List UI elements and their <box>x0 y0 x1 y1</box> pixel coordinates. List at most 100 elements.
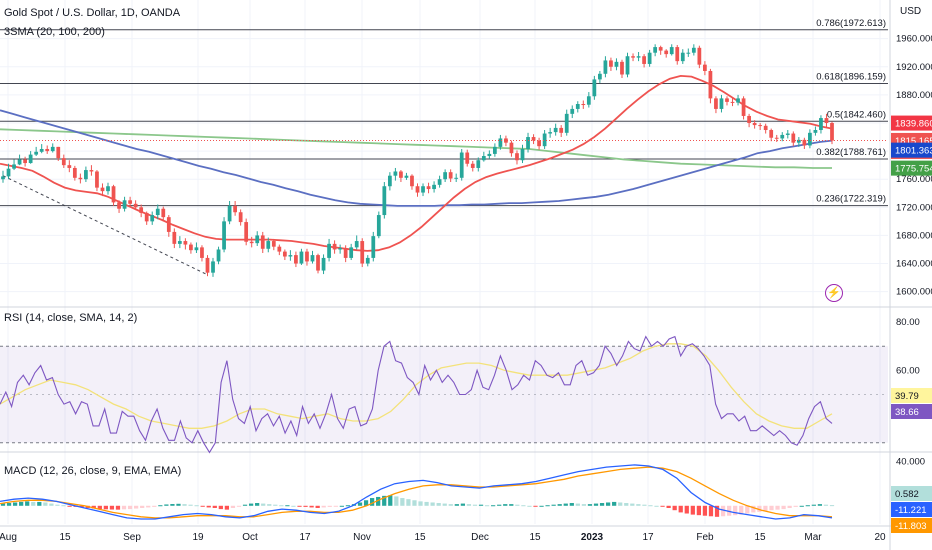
macd-histogram-bar <box>297 505 302 507</box>
candle-body <box>310 255 315 262</box>
rsi-legend[interactable]: RSI (14, close, SMA, 14, 2) <box>4 312 138 324</box>
macd-histogram-bar <box>127 505 133 510</box>
macd-histogram-bar <box>442 503 447 506</box>
candle-body <box>238 212 243 223</box>
candle-body <box>343 248 348 258</box>
time-axis-tick: Dec <box>471 532 489 543</box>
candle-body <box>316 255 320 271</box>
macd-histogram-bar <box>285 505 290 507</box>
macd-histogram-bar <box>321 505 326 508</box>
price-axis-tick: 1640.000 <box>896 259 932 270</box>
currency-label[interactable]: USD <box>900 6 922 17</box>
macd-histogram-bar <box>630 503 635 506</box>
macd-histogram-bar <box>793 505 798 507</box>
rsi-ma-line <box>0 343 833 429</box>
lightning-bolt-icon[interactable]: ⚡ <box>825 284 843 302</box>
candle-body <box>23 159 27 164</box>
price-tag <box>891 142 932 158</box>
macd-histogram-bar <box>261 503 266 506</box>
macd-histogram-bar <box>255 503 260 506</box>
candle-body <box>382 186 387 216</box>
candle-body <box>227 205 232 222</box>
macd-histogram-bar <box>636 504 641 506</box>
macd-histogram-bar <box>12 502 18 506</box>
candle-body <box>183 241 188 245</box>
candle-body <box>421 186 425 193</box>
macd-histogram-bar <box>497 504 502 506</box>
macd-histogram-bar <box>134 505 139 509</box>
candle-body <box>714 98 718 109</box>
candle-body <box>376 215 381 237</box>
candle-body <box>575 104 580 109</box>
candle-body <box>697 47 702 65</box>
candle-body <box>150 215 155 222</box>
candle-body <box>454 177 459 179</box>
candle-body <box>769 130 774 138</box>
macd-histogram-bar <box>460 503 466 506</box>
candle-body <box>509 142 514 154</box>
candle-body <box>371 236 376 258</box>
macd-histogram-bar <box>406 499 411 506</box>
macd-histogram-bar <box>581 504 587 506</box>
sma100-line <box>0 109 833 207</box>
macd-histogram-bar <box>382 495 387 506</box>
sma-legend[interactable]: 3SMA (20, 100, 200) <box>4 26 105 38</box>
candle-body <box>17 159 22 165</box>
macd-value-tag <box>891 486 932 501</box>
candle-body <box>642 56 646 64</box>
candle-body <box>492 146 497 154</box>
candle-body <box>796 139 801 143</box>
macd-value-text: -11.803 <box>895 521 927 532</box>
macd-histogram-bar <box>25 501 30 506</box>
candle-body <box>360 241 365 264</box>
macd-histogram-bar <box>0 503 6 506</box>
macd-histogram-bar <box>769 505 774 511</box>
macd-histogram-bar <box>430 502 435 506</box>
candle-body <box>122 200 127 209</box>
macd-histogram-bar <box>727 505 732 516</box>
macd-histogram-bar <box>515 504 520 506</box>
macd-histogram-bar <box>563 503 568 506</box>
candle-body <box>785 133 790 135</box>
time-axis-tick: Nov <box>353 532 371 543</box>
macd-histogram-bar <box>188 504 193 506</box>
candle-body <box>592 79 597 97</box>
candle-body <box>39 148 44 152</box>
candle-body <box>537 140 541 147</box>
candle-body <box>747 115 751 123</box>
macd-histogram-bar <box>43 502 48 506</box>
macd-histogram-bar <box>787 505 792 508</box>
candle-body <box>669 47 674 55</box>
candle-body <box>448 172 453 179</box>
candle-body <box>443 172 448 180</box>
macd-histogram-bar <box>660 505 665 507</box>
macd-histogram-bar <box>805 505 810 507</box>
macd-histogram-bar <box>539 505 544 507</box>
candle-body <box>691 47 696 53</box>
macd-histogram-bar <box>533 505 538 507</box>
macd-histogram-bar <box>811 504 816 506</box>
candle-body <box>752 122 757 126</box>
candle-body <box>791 133 796 143</box>
macd-histogram-bar <box>206 505 211 508</box>
macd-histogram-bar <box>212 505 217 508</box>
time-axis-tick: 17 <box>299 532 311 543</box>
macd-value-text: -11.221 <box>895 505 927 516</box>
trendline <box>2 175 208 276</box>
macd-histogram-bar <box>67 505 72 507</box>
macd-histogram-bar <box>182 504 187 506</box>
candle-body <box>128 200 132 204</box>
macd-line <box>0 464 833 520</box>
candle-body <box>233 205 237 213</box>
macd-legend[interactable]: MACD (12, 26, close, 9, EMA, EMA) <box>4 465 182 477</box>
macd-histogram-bar <box>376 496 381 506</box>
candle-body <box>415 186 420 193</box>
macd-histogram-bar <box>823 504 829 506</box>
macd-histogram-bar <box>400 498 405 506</box>
fib-level-label: 0.382(1788.761) <box>816 147 886 158</box>
fib-level-label: 0.786(1972.613) <box>816 18 886 29</box>
candle-body <box>249 241 254 244</box>
candle-body <box>271 241 276 247</box>
macd-histogram-bar <box>170 504 175 506</box>
